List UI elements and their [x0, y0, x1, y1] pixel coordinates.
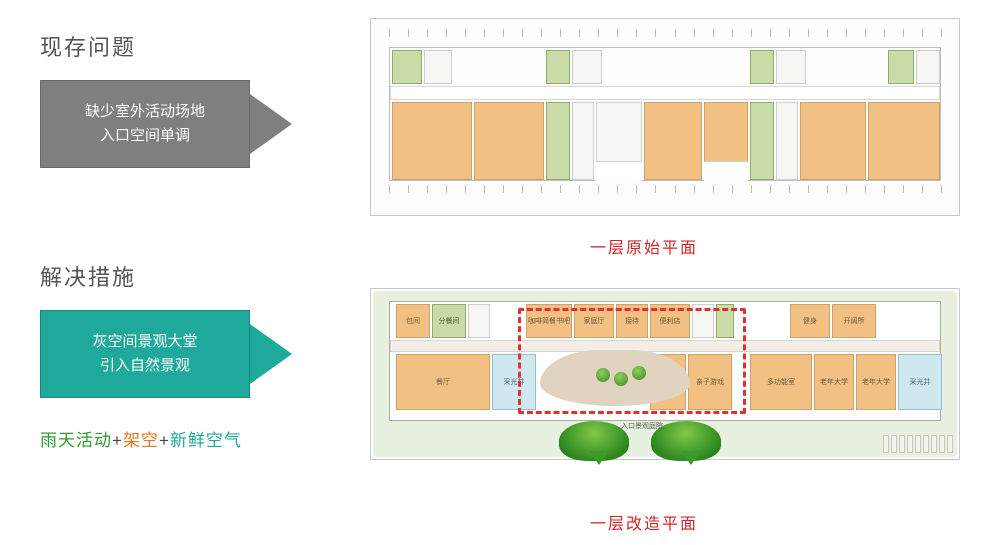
room	[474, 102, 544, 180]
solution-line2: 引入自然景观	[100, 354, 190, 378]
plan-top-caption: 一层原始平面	[590, 234, 698, 258]
section1-title: 现存问题	[40, 30, 330, 62]
highlight-box	[518, 308, 746, 414]
room	[800, 102, 866, 180]
room	[750, 50, 774, 84]
parking-slot	[915, 435, 921, 453]
room	[776, 50, 806, 84]
room: 开阔所	[832, 304, 876, 338]
room	[750, 102, 774, 180]
room: 老年大学	[856, 354, 896, 410]
flow-arrow-icon	[681, 451, 701, 465]
axis-ticks-bottom	[389, 185, 941, 199]
formula-part2: 架空	[123, 431, 159, 450]
room	[392, 102, 472, 180]
recess	[596, 161, 642, 181]
plaza-bottom-label: 入口景观庭院	[621, 421, 663, 431]
plan-building-outline: 包间分餐间咖啡简餐书吧家庭厅接待便利店健身开阔所餐厅采光井亲子活动亲子游戏多功能…	[389, 301, 941, 421]
room: 多功能室	[750, 354, 812, 410]
parking-slot	[947, 435, 953, 453]
room	[546, 102, 570, 180]
parking-slot	[923, 435, 929, 453]
plan-building-outline	[389, 47, 941, 181]
room: 餐厅	[396, 354, 490, 410]
room: 包间	[396, 304, 430, 338]
room	[572, 102, 594, 180]
section-solutions: 解决措施 灰空间景观大堂 引入自然景观 雨天活动+架空+新鲜空气	[40, 260, 330, 451]
problem-box: 缺少室外活动场地 入口空间单调	[40, 80, 250, 168]
parking-slot	[891, 435, 897, 453]
solution-box: 灰空间景观大堂 引入自然景观	[40, 310, 250, 398]
section2-title: 解决措施	[40, 260, 330, 292]
room: 健身	[790, 304, 830, 338]
parking-slot	[907, 435, 913, 453]
section-existing-problems: 现存问题 缺少室外活动场地 入口空间单调	[40, 30, 330, 168]
room	[546, 50, 570, 84]
parking-slot	[899, 435, 905, 453]
section2-callout: 灰空间景观大堂 引入自然景观	[40, 310, 330, 398]
room	[868, 102, 940, 180]
room: 分餐间	[432, 304, 466, 338]
arrow-icon	[250, 94, 292, 154]
parking-slot	[931, 435, 937, 453]
problem-line1: 缺少室外活动场地	[85, 100, 205, 124]
floorplan-renovated: 包间分餐间咖啡简餐书吧家庭厅接待便利店健身开阔所餐厅采光井亲子活动亲子游戏多功能…	[370, 288, 960, 460]
problem-line2: 入口空间单调	[100, 124, 190, 148]
room	[392, 50, 422, 84]
parking-slot	[939, 435, 945, 453]
room	[776, 102, 798, 180]
room: 老年大学	[814, 354, 854, 410]
corridor	[390, 86, 940, 100]
plus-icon: +	[112, 431, 123, 450]
room	[888, 50, 914, 84]
section1-callout: 缺少室外活动场地 入口空间单调	[40, 80, 330, 168]
room	[572, 50, 602, 84]
formula-part1: 雨天活动	[40, 431, 112, 450]
parking-slot	[883, 435, 889, 453]
arrow-icon	[250, 324, 292, 384]
floorplan-original	[370, 18, 960, 216]
plan-bot-caption: 一层改造平面	[590, 510, 698, 534]
room	[424, 50, 452, 84]
plus-icon: +	[159, 431, 170, 450]
formula-text: 雨天活动+架空+新鲜空气	[40, 426, 330, 451]
formula-part3: 新鲜空气	[170, 431, 242, 450]
room	[644, 102, 702, 180]
solution-line1: 灰空间景观大堂	[92, 330, 197, 354]
recess	[704, 161, 748, 181]
room: 采光井	[898, 354, 942, 410]
axis-ticks-top	[389, 29, 941, 43]
room	[468, 304, 490, 338]
flow-arrow-icon	[589, 451, 609, 465]
room	[916, 50, 940, 84]
